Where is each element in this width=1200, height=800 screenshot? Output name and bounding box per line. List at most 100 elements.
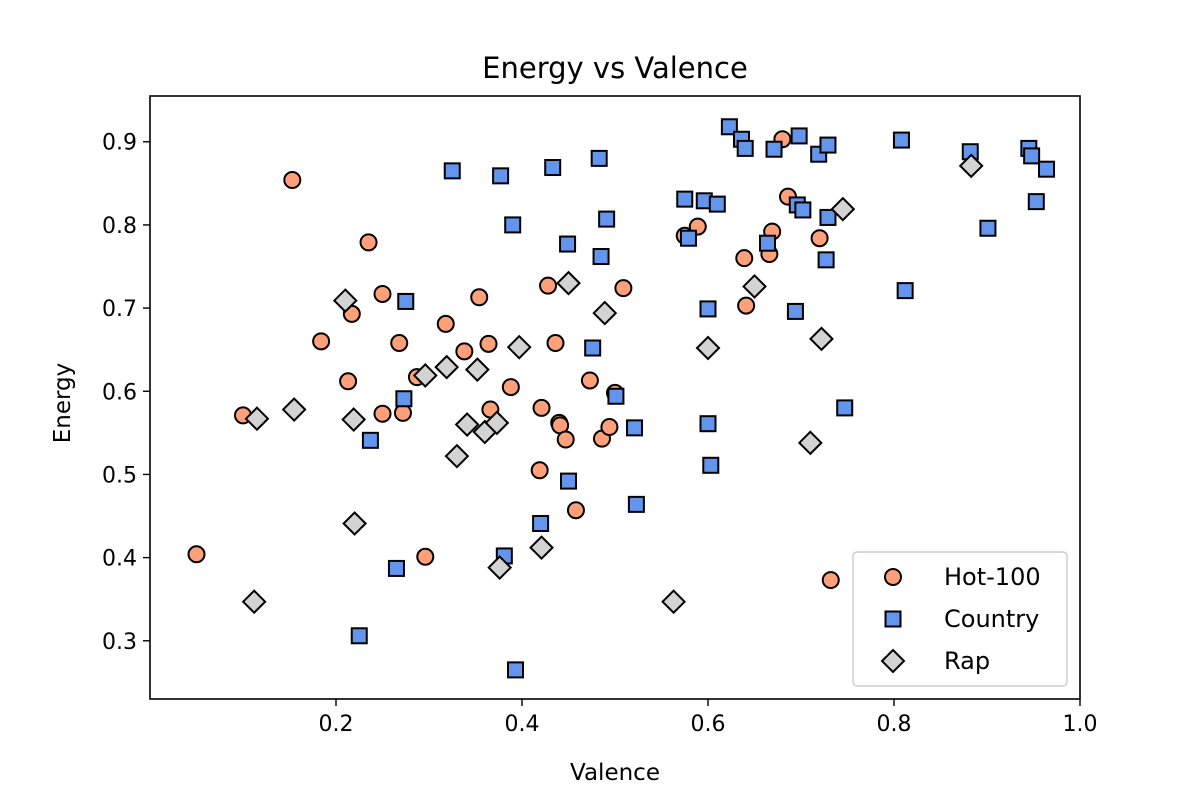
data-point-circle [530, 461, 549, 480]
data-point-circle [614, 279, 633, 298]
data-point-square [506, 661, 524, 679]
data-point-diamond [281, 397, 307, 422]
data-point-square [560, 472, 577, 490]
series-country [350, 118, 1056, 679]
data-point-circle [416, 547, 435, 566]
data-point-square [350, 627, 368, 645]
data-point-square [492, 167, 510, 185]
data-point-circle [312, 332, 331, 351]
data-point-circle [532, 398, 551, 417]
x-tick-label: 0.2 [319, 712, 354, 737]
data-point-circle [501, 378, 520, 397]
data-point-square [702, 456, 720, 474]
data-point-circle [373, 284, 392, 303]
legend-label: Rap [944, 647, 990, 675]
data-point-square [627, 495, 645, 513]
data-point-square [699, 415, 717, 433]
data-point-diamond [342, 511, 368, 536]
data-point-circle [600, 418, 619, 437]
plot-area [149, 95, 1081, 700]
data-point-square [720, 118, 738, 136]
data-point-square [626, 419, 644, 437]
data-point-square [708, 195, 726, 213]
y-tick-label: 0.4 [102, 547, 137, 572]
data-point-square [836, 399, 854, 417]
data-point-square [736, 139, 754, 157]
data-point-square [590, 149, 608, 167]
data-point-square [1023, 147, 1041, 165]
data-point-circle [283, 171, 302, 190]
y-axis-label: Energy [50, 363, 76, 444]
data-point-square [395, 390, 413, 408]
data-point-circle [373, 404, 392, 423]
data-point-square [676, 190, 694, 208]
x-tick-label: 0.8 [877, 712, 912, 737]
data-point-square [1027, 193, 1045, 211]
data-point-square [607, 387, 625, 405]
data-point-square [361, 431, 379, 449]
data-point-circle [821, 571, 840, 590]
data-point-diamond [592, 300, 618, 326]
data-point-diamond [809, 326, 834, 352]
data-point-circle [737, 296, 756, 315]
data-point-circle [455, 342, 474, 361]
legend-marker-circle [884, 568, 902, 586]
data-point-square [794, 201, 812, 219]
legend-marker-diamond [880, 648, 906, 674]
data-point-circle [539, 276, 558, 295]
data-point-circle [546, 334, 565, 353]
chart-title: Energy vs Valence [482, 51, 748, 85]
data-point-square [532, 515, 550, 533]
x-tick-label: 0.4 [505, 712, 540, 737]
data-point-circle [339, 372, 358, 391]
data-point-diamond [332, 288, 358, 314]
data-point-diamond [244, 406, 270, 432]
data-point-square [786, 302, 804, 320]
data-point-square [817, 251, 835, 269]
data-point-square [397, 292, 415, 310]
data-point-diamond [529, 535, 554, 561]
data-point-diamond [958, 153, 984, 179]
data-point-circle [556, 430, 575, 449]
data-point-square [896, 282, 914, 300]
data-point-square [892, 131, 910, 149]
data-point-diamond [742, 274, 767, 299]
data-point-diamond [661, 589, 687, 615]
data-point-circle [735, 249, 754, 268]
data-point-circle [810, 229, 829, 248]
data-points [187, 118, 1056, 679]
data-point-square [765, 140, 783, 158]
data-point-diamond [556, 270, 581, 296]
data-point-diamond [506, 334, 532, 360]
data-point-square [443, 162, 461, 180]
data-point-diamond [454, 412, 480, 437]
data-point-diamond [487, 555, 513, 581]
y-tick-label: 0.6 [102, 380, 137, 405]
data-point-circle [393, 403, 412, 422]
data-point-square [504, 216, 522, 234]
data-point-square [790, 127, 808, 145]
x-tick-label: 1.0 [1063, 712, 1098, 737]
data-point-circle [566, 501, 585, 520]
data-point-diamond [695, 335, 721, 361]
data-point-square [387, 559, 405, 577]
data-point-square [679, 229, 697, 247]
data-point-circle [187, 545, 206, 564]
data-point-square [592, 248, 610, 266]
legend: Hot-100 Country Rap [852, 551, 1068, 687]
data-point-diamond [444, 443, 470, 469]
x-tick-label: 0.6 [691, 712, 726, 737]
y-tick-label: 0.9 [102, 131, 137, 156]
y-axis: 0.3 0.4 0.5 0.6 0.7 0.8 0.9 [102, 131, 150, 655]
y-tick-label: 0.5 [102, 463, 137, 488]
legend-frame [852, 551, 1068, 687]
legend-marker-square [884, 610, 902, 628]
data-point-diamond [484, 410, 510, 436]
series-rap [241, 153, 984, 615]
y-tick-label: 0.3 [102, 630, 137, 655]
data-point-square [584, 339, 602, 357]
data-point-circle [470, 288, 489, 307]
data-point-square [559, 235, 577, 253]
